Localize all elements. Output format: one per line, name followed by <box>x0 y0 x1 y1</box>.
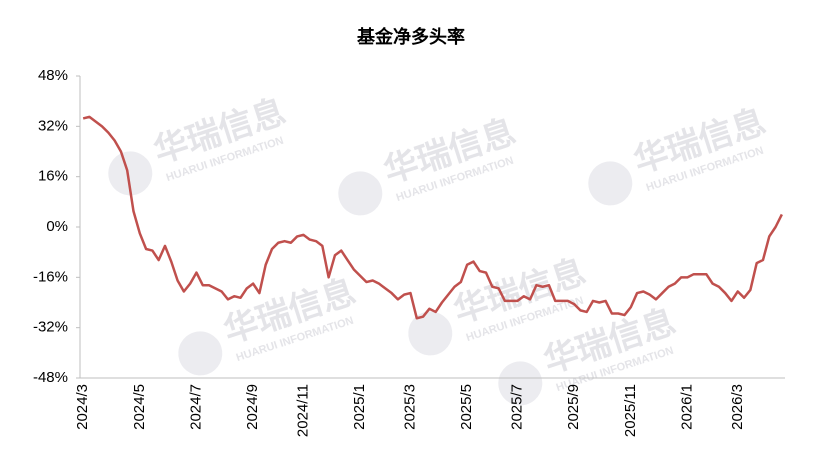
watermark-logo <box>498 361 543 406</box>
watermark-logo <box>338 171 383 216</box>
x-tick-label: 2024/9 <box>244 384 261 430</box>
x-tick-label: 2025/5 <box>458 384 475 430</box>
x-tick-label: 2024/3 <box>74 384 91 430</box>
x-tick-label: 2024/5 <box>131 384 148 430</box>
x-tick-label: 2025/11 <box>622 384 639 437</box>
watermark-logo <box>588 161 633 206</box>
y-tick-label: 0% <box>46 218 68 235</box>
chart-title: 基金净多头率 <box>356 26 465 47</box>
x-tick-label: 2026/1 <box>678 384 695 430</box>
y-tick-label: -48% <box>33 369 68 386</box>
watermark-logo <box>408 311 453 356</box>
x-tick-label: 2025/9 <box>565 384 582 430</box>
y-tick-label: -16% <box>33 268 68 285</box>
x-tick-label: 2025/3 <box>401 384 418 430</box>
x-tick-label: 2024/7 <box>187 384 204 430</box>
x-tick-label: 2026/3 <box>729 384 746 430</box>
x-tick-label: 2025/1 <box>351 384 368 430</box>
x-tick-label: 2025/7 <box>508 384 525 430</box>
y-tick-label: 48% <box>38 67 68 84</box>
watermark-logo <box>108 151 153 196</box>
data-line <box>82 115 783 320</box>
x-tick-label: 2024/11 <box>294 384 311 437</box>
y-tick-label: 16% <box>38 168 68 185</box>
y-tick-label: 32% <box>38 117 68 134</box>
y-tick-label: -32% <box>33 319 68 336</box>
watermark-logo <box>178 331 223 376</box>
